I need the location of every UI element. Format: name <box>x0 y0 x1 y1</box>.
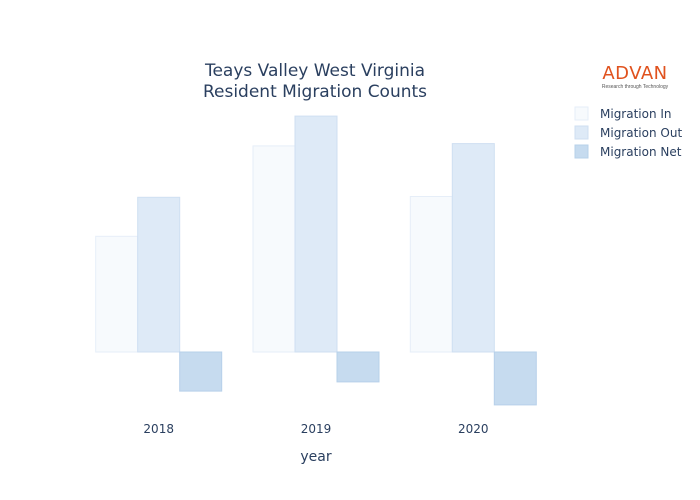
bar-migration-net-2020 <box>493 351 537 406</box>
bar-migration-net-2019 <box>336 351 380 383</box>
advan-logo: ADVAN Research through Technology <box>598 63 672 91</box>
x-tick-label-2018: 2018 <box>143 422 174 436</box>
legend-swatch-migration-in[interactable] <box>574 106 589 121</box>
bar-migration-out-2019 <box>294 115 338 353</box>
x-tick-label-2019: 2019 <box>301 422 332 436</box>
legend-swatch-migration-net[interactable] <box>574 144 589 159</box>
bar-migration-in-2019 <box>252 145 296 353</box>
x-axis-title: year <box>300 449 331 465</box>
legend-swatch-migration-out[interactable] <box>574 125 589 140</box>
bar-migration-out-2018 <box>137 196 181 353</box>
bar-migration-in-2020 <box>409 196 453 353</box>
legend-label-migration-net[interactable]: Migration Net <box>600 145 682 159</box>
legend-label-migration-in[interactable]: Migration In <box>600 107 672 121</box>
bar-migration-net-2018 <box>179 351 223 392</box>
legend-label-migration-out[interactable]: Migration Out <box>600 126 682 140</box>
legend: Migration In Migration Out Migration Net <box>574 106 682 159</box>
x-tick-label-2020: 2020 <box>458 422 489 436</box>
x-tick-labels: 2018 2019 2020 <box>143 422 488 436</box>
bars-group <box>95 115 537 406</box>
logo-wordmark: ADVAN <box>602 63 668 84</box>
chart-title-line-2: Resident Migration Counts <box>203 82 427 102</box>
logo-tagline: Research through Technology <box>601 84 669 90</box>
chart-title-line-1: Teays Valley West Virginia <box>204 61 425 81</box>
bar-migration-in-2018 <box>95 235 139 353</box>
bar-migration-out-2020 <box>451 143 495 353</box>
